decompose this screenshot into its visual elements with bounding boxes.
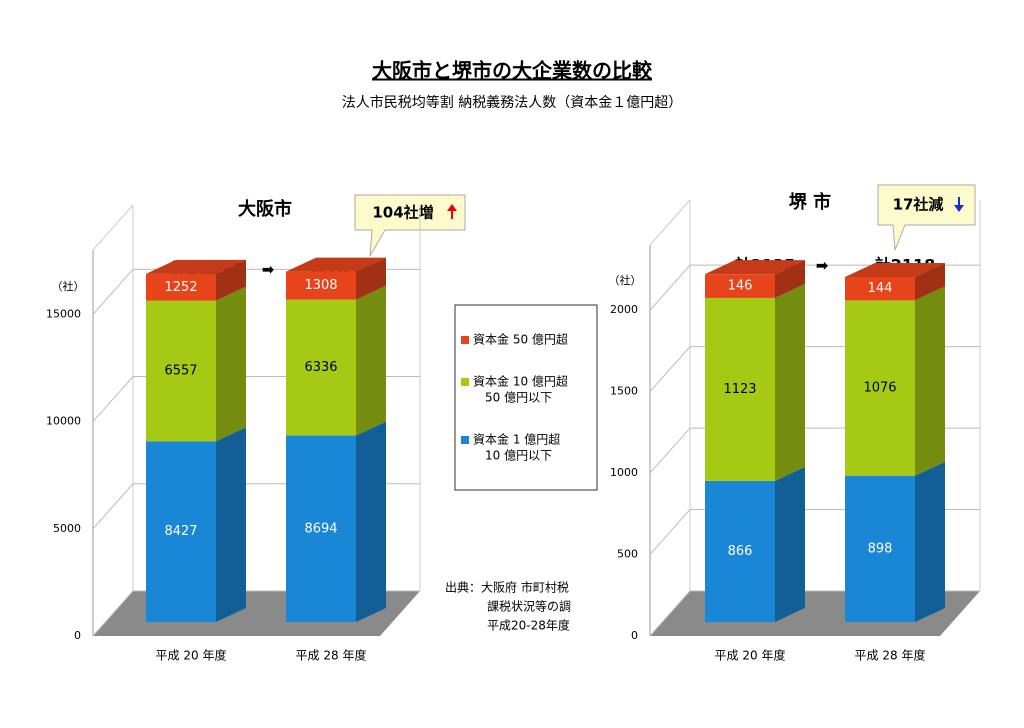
bar — [845, 276, 915, 301]
y-tick-label: 10000 — [46, 415, 81, 428]
down-arrow — [954, 197, 964, 212]
chart-title: 堺 市 — [789, 191, 831, 213]
value-label: 898 — [868, 541, 893, 556]
bar-side — [915, 262, 945, 301]
value-label: 1076 — [863, 381, 896, 396]
bar — [146, 273, 216, 301]
bar-side — [216, 259, 246, 301]
bar-top — [286, 257, 386, 272]
bar — [286, 271, 356, 300]
y-tick-label: 15000 — [46, 307, 81, 320]
legend-label: 10 億円以下 — [485, 449, 552, 463]
value-label: 144 — [868, 281, 893, 296]
bar — [286, 299, 356, 436]
unit-label: （社） — [52, 279, 85, 293]
unit-label: （社） — [609, 273, 642, 287]
value-label: 1252 — [164, 280, 197, 295]
page-title: 大阪市と堺市の大企業数の比較 — [372, 59, 653, 83]
bar-side — [216, 427, 246, 622]
bar — [146, 441, 216, 622]
bar-side — [356, 285, 386, 436]
bar-side — [356, 421, 386, 622]
legend-label: 50 億円以下 — [485, 391, 552, 405]
bar — [705, 297, 775, 481]
bar-top — [146, 259, 246, 274]
arrow: ➡ — [816, 257, 829, 275]
callout-box — [354, 194, 466, 257]
callout-box — [877, 184, 976, 251]
y-tick-label: 0 — [631, 629, 638, 642]
arrow: ➡ — [262, 261, 275, 279]
bar — [845, 475, 915, 622]
x-tick-label: 平成 28 年度 — [296, 648, 367, 663]
y-tick-label: 500 — [617, 548, 638, 561]
bar — [146, 300, 216, 442]
x-tick-label: 平成 28 年度 — [855, 648, 926, 663]
value-label: 146 — [728, 279, 753, 294]
x-tick-label: 平成 20 年度 — [156, 648, 227, 663]
chart-title: 大阪市 — [238, 198, 292, 220]
legend-swatch — [461, 336, 469, 344]
callout-text: 17社減 — [893, 196, 944, 214]
bar-side — [775, 466, 805, 622]
y-tick-label: 5000 — [53, 522, 81, 535]
y-tick-label: 2000 — [610, 303, 638, 316]
legend-label: 資本金 50 億円超 — [473, 332, 568, 347]
legend-swatch — [461, 378, 469, 386]
legend-label: 資本金 10 億円超 — [473, 374, 568, 389]
bar-side — [915, 286, 945, 476]
page-subtitle: 法人市民税均等割 納税義務法人数（資本金１億円超） — [342, 94, 682, 111]
bar — [845, 300, 915, 476]
x-tick-label: 平成 20 年度 — [715, 648, 786, 663]
value-label: 1123 — [723, 382, 756, 397]
y-tick-label: 1000 — [610, 466, 638, 479]
legend-swatch — [461, 436, 469, 444]
callout-text: 104社増 — [372, 204, 433, 222]
legend-box — [454, 304, 598, 491]
value-label: 6557 — [164, 363, 197, 378]
value-label: 8694 — [304, 521, 337, 536]
wall-line — [92, 204, 134, 251]
bar-side — [356, 257, 386, 300]
legend-label: 資本金 1 億円超 — [473, 432, 560, 447]
source-note: 出典：大阪府 市町村税 — [445, 580, 569, 595]
bar-side — [216, 286, 246, 442]
bar-side — [915, 461, 945, 622]
bar — [705, 480, 775, 622]
up-arrow — [447, 204, 457, 219]
source-note: 課税状況等の調 — [487, 599, 571, 614]
value-label: 1308 — [304, 278, 337, 293]
bar-top — [705, 260, 805, 275]
value-label: 6336 — [304, 360, 337, 375]
source-note: 平成20-28年度 — [487, 618, 570, 633]
bar-side — [775, 260, 805, 298]
value-label: 8427 — [164, 524, 197, 539]
y-tick-label: 0 — [74, 629, 81, 642]
y-tick-label: 1500 — [610, 385, 638, 398]
bar-side — [775, 283, 805, 481]
bar — [286, 435, 356, 622]
wall-line — [649, 199, 691, 246]
bar — [705, 274, 775, 298]
bar-top — [845, 262, 945, 277]
value-label: 866 — [728, 544, 753, 559]
